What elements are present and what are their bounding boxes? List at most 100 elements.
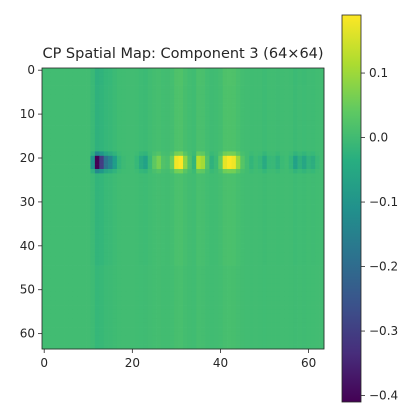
heatmap-cell [125, 331, 131, 337]
heatmap-cell [147, 129, 153, 135]
heatmap-cell [262, 252, 268, 258]
heatmap-cell [297, 217, 303, 223]
heatmap-cell [46, 138, 52, 143]
heatmap-cell [130, 327, 135, 332]
heatmap-cell [94, 129, 100, 135]
heatmap-cell [279, 300, 285, 306]
heatmap-cell [200, 269, 206, 275]
heatmap-cell [116, 327, 122, 332]
heatmap-cell [209, 103, 215, 108]
heatmap-cell [200, 313, 206, 319]
heatmap-cell [94, 72, 100, 78]
heatmap-cell [64, 212, 69, 218]
heatmap-cell [81, 252, 87, 258]
heatmap-cell [156, 98, 162, 104]
heatmap-cell [222, 103, 228, 108]
heatmap-cell [266, 98, 272, 104]
heatmap-cell [147, 344, 153, 350]
heatmap-cell [55, 274, 60, 280]
heatmap-cell [59, 313, 65, 319]
heatmap-cell [262, 155, 268, 161]
heatmap-cell [288, 160, 294, 165]
heatmap-cell [244, 103, 250, 108]
heatmap-cell [138, 116, 144, 122]
heatmap-cell [152, 265, 157, 271]
heatmap-cell [112, 85, 118, 91]
heatmap-cell [94, 248, 100, 253]
heatmap-cell [178, 217, 184, 223]
heatmap-cell [99, 76, 105, 82]
heatmap-cell [46, 331, 52, 337]
heatmap-cell [169, 72, 175, 78]
heatmap-cell [68, 116, 74, 122]
heatmap-cell [77, 164, 83, 170]
heatmap-cell [271, 76, 276, 82]
heatmap-cell [257, 173, 263, 179]
heatmap-cell [227, 318, 232, 324]
heatmap-cell [81, 243, 87, 249]
heatmap-cell [46, 300, 52, 306]
heatmap-cell [86, 133, 91, 139]
heatmap-cell [46, 217, 52, 223]
heatmap-cell [130, 168, 135, 174]
heatmap-cell [81, 287, 87, 293]
heatmap-cell [240, 243, 246, 249]
heatmap-cell [174, 177, 179, 183]
heatmap-cell [301, 195, 307, 201]
heatmap-cell [77, 278, 83, 284]
heatmap-cell [284, 309, 290, 315]
heatmap-cell [288, 234, 294, 240]
heatmap-cell [130, 291, 135, 297]
heatmap-cell [72, 133, 78, 139]
heatmap-cell [257, 313, 263, 319]
heatmap-cell [81, 204, 87, 209]
heatmap-cell [257, 296, 263, 302]
heatmap-cell [231, 98, 237, 104]
heatmap-cell [191, 182, 197, 187]
heatmap-cell [209, 186, 215, 192]
heatmap-cell [138, 327, 144, 332]
heatmap-cell [183, 335, 188, 341]
heatmap-cell [50, 168, 56, 174]
heatmap-cell [50, 89, 56, 95]
heatmap-cell [103, 164, 109, 170]
heatmap-cell [143, 234, 149, 240]
heatmap-cell [253, 68, 259, 73]
heatmap-cell [160, 107, 166, 113]
heatmap-cell [310, 125, 316, 130]
heatmap-cell [156, 252, 162, 258]
heatmap-cell [59, 111, 65, 117]
heatmap-cell [94, 186, 100, 192]
heatmap-cell [279, 195, 285, 201]
heatmap-cell [266, 309, 272, 315]
heatmap-cell [50, 98, 56, 104]
heatmap-cell [50, 248, 56, 253]
heatmap-cell [240, 309, 246, 315]
heatmap-cell [257, 94, 263, 100]
heatmap-cell [183, 168, 188, 174]
heatmap-cell [319, 217, 325, 223]
heatmap-cell [231, 331, 237, 337]
heatmap-cell [253, 234, 259, 240]
heatmap-cell [134, 313, 140, 319]
heatmap-cell [134, 261, 140, 266]
heatmap-cell [90, 133, 96, 139]
heatmap-cell [81, 344, 87, 350]
heatmap-cell [306, 195, 312, 201]
heatmap-cell [103, 111, 109, 117]
heatmap-cell [165, 195, 171, 201]
heatmap-cell [244, 164, 250, 170]
heatmap-cell [266, 252, 272, 258]
heatmap-cell [42, 208, 47, 214]
heatmap-cell [253, 261, 259, 266]
heatmap-cell [310, 221, 316, 227]
heatmap-cell [81, 199, 87, 205]
heatmap-cell [196, 81, 201, 86]
heatmap-cell [191, 168, 197, 174]
heatmap-cell [187, 313, 193, 319]
heatmap-cell [284, 182, 290, 187]
heatmap-cell [169, 335, 175, 341]
heatmap-cell [266, 344, 272, 350]
heatmap-cell [77, 305, 83, 310]
heatmap-cell [200, 291, 206, 297]
